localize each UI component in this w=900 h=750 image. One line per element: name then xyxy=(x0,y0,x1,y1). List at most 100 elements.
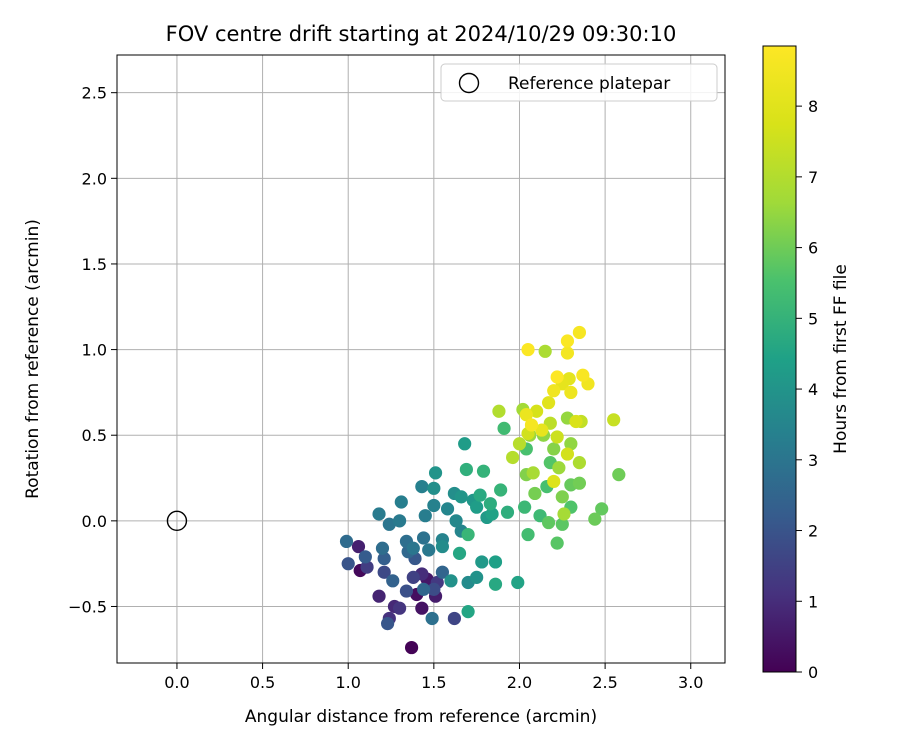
colorbar-tick-label: 7 xyxy=(808,168,818,187)
data-point xyxy=(470,570,484,584)
colorbar-gradient xyxy=(763,46,796,672)
data-point xyxy=(564,437,578,451)
colorbar-tick-label: 5 xyxy=(808,309,818,328)
data-point xyxy=(461,605,475,619)
data-point xyxy=(492,404,506,418)
data-point xyxy=(483,497,497,511)
data-point xyxy=(447,611,461,626)
data-point xyxy=(339,534,354,549)
data-point xyxy=(392,514,407,528)
plot-frame xyxy=(116,54,726,664)
colorbar-tick-label: 2 xyxy=(808,522,818,541)
data-point xyxy=(386,574,400,588)
y-tick-label: 2.5 xyxy=(82,84,107,103)
y-tick-label: 0.0 xyxy=(82,512,107,531)
data-point xyxy=(555,517,569,531)
data-point xyxy=(521,527,535,542)
grid xyxy=(117,55,725,663)
data-point xyxy=(377,551,391,566)
data-point xyxy=(530,404,544,418)
legend: Reference platepar xyxy=(440,63,718,102)
colorbar-tick-label: 4 xyxy=(808,380,818,399)
y-axis: −0.5 0.0 0.5 1.0 1.5 2.0 2.5 xyxy=(68,84,117,616)
data-point xyxy=(435,565,450,579)
data-point xyxy=(440,502,455,516)
data-point xyxy=(541,515,556,530)
data-point xyxy=(415,601,429,615)
data-point xyxy=(476,464,491,478)
data-point xyxy=(454,490,468,504)
colorbar-ticks: 0 1 2 3 4 5 6 7 8 xyxy=(796,97,818,682)
data-point xyxy=(528,486,542,501)
data-point xyxy=(557,507,571,521)
y-tick-label: 1.5 xyxy=(82,255,107,274)
data-point xyxy=(506,450,520,465)
legend-marker-open-circle xyxy=(458,72,480,94)
data-point xyxy=(372,589,386,603)
data-point xyxy=(497,421,511,435)
data-point xyxy=(494,483,508,497)
data-point xyxy=(461,527,475,542)
data-point xyxy=(588,512,602,526)
data-point xyxy=(459,462,473,477)
x-tick-label: 3.0 xyxy=(678,673,703,692)
data-point xyxy=(560,334,575,348)
data-point xyxy=(372,507,386,521)
data-point xyxy=(521,342,535,357)
data-point xyxy=(547,384,561,398)
y-tick-label: 0.5 xyxy=(82,426,107,445)
data-point xyxy=(547,442,561,456)
x-tick-label: 2.5 xyxy=(592,673,617,692)
data-point xyxy=(416,582,431,596)
data-point xyxy=(422,543,436,557)
data-point xyxy=(427,481,441,495)
data-point xyxy=(518,500,532,514)
data-point xyxy=(427,582,441,596)
data-point xyxy=(399,584,414,598)
data-point xyxy=(564,385,578,399)
data-point xyxy=(381,617,395,631)
legend-label: Reference platepar xyxy=(508,74,670,94)
x-axis-label: Angular distance from reference (arcmin) xyxy=(245,707,597,727)
data-point xyxy=(452,546,467,560)
y-axis-label: Rotation from reference (arcmin) xyxy=(23,219,43,499)
data-point xyxy=(351,539,366,554)
data-point xyxy=(511,575,525,590)
y-tick-label: 2.0 xyxy=(82,169,107,188)
data-point xyxy=(541,396,556,410)
data-point xyxy=(458,437,472,451)
colorbar-tick-label: 3 xyxy=(808,451,818,470)
data-point xyxy=(392,601,407,615)
x-tick-label: 0.0 xyxy=(164,673,189,692)
data-point xyxy=(572,325,587,340)
data-point xyxy=(569,414,583,429)
colorbar-tick-label: 6 xyxy=(808,239,818,258)
data-point xyxy=(488,577,503,591)
data-point xyxy=(560,447,575,461)
data-point xyxy=(375,541,390,555)
data-point xyxy=(485,507,499,521)
data-point xyxy=(444,574,458,588)
data-point xyxy=(572,456,587,470)
colorbar: 0 1 2 3 4 5 6 7 8 Hours from first FF file xyxy=(762,45,851,682)
data-point xyxy=(519,408,533,422)
data-points xyxy=(339,325,626,655)
data-point xyxy=(512,437,527,451)
data-point xyxy=(435,539,450,554)
data-point xyxy=(524,418,539,432)
x-tick-label: 1.5 xyxy=(421,673,446,692)
data-point xyxy=(406,570,420,584)
data-point xyxy=(526,466,540,480)
colorbar-tick-label: 1 xyxy=(808,592,818,611)
x-axis: 0.0 0.5 1.0 1.5 2.0 2.5 3.0 xyxy=(164,663,703,692)
data-point xyxy=(550,370,564,384)
colorbar-tick-label: 0 xyxy=(808,663,818,682)
data-point xyxy=(576,368,590,382)
data-point xyxy=(475,555,489,569)
data-point xyxy=(612,468,626,482)
data-point xyxy=(341,557,355,571)
data-point xyxy=(560,346,575,360)
chart-title: FOV centre drift starting at 2024/10/29 … xyxy=(166,22,677,46)
data-point xyxy=(473,488,487,502)
